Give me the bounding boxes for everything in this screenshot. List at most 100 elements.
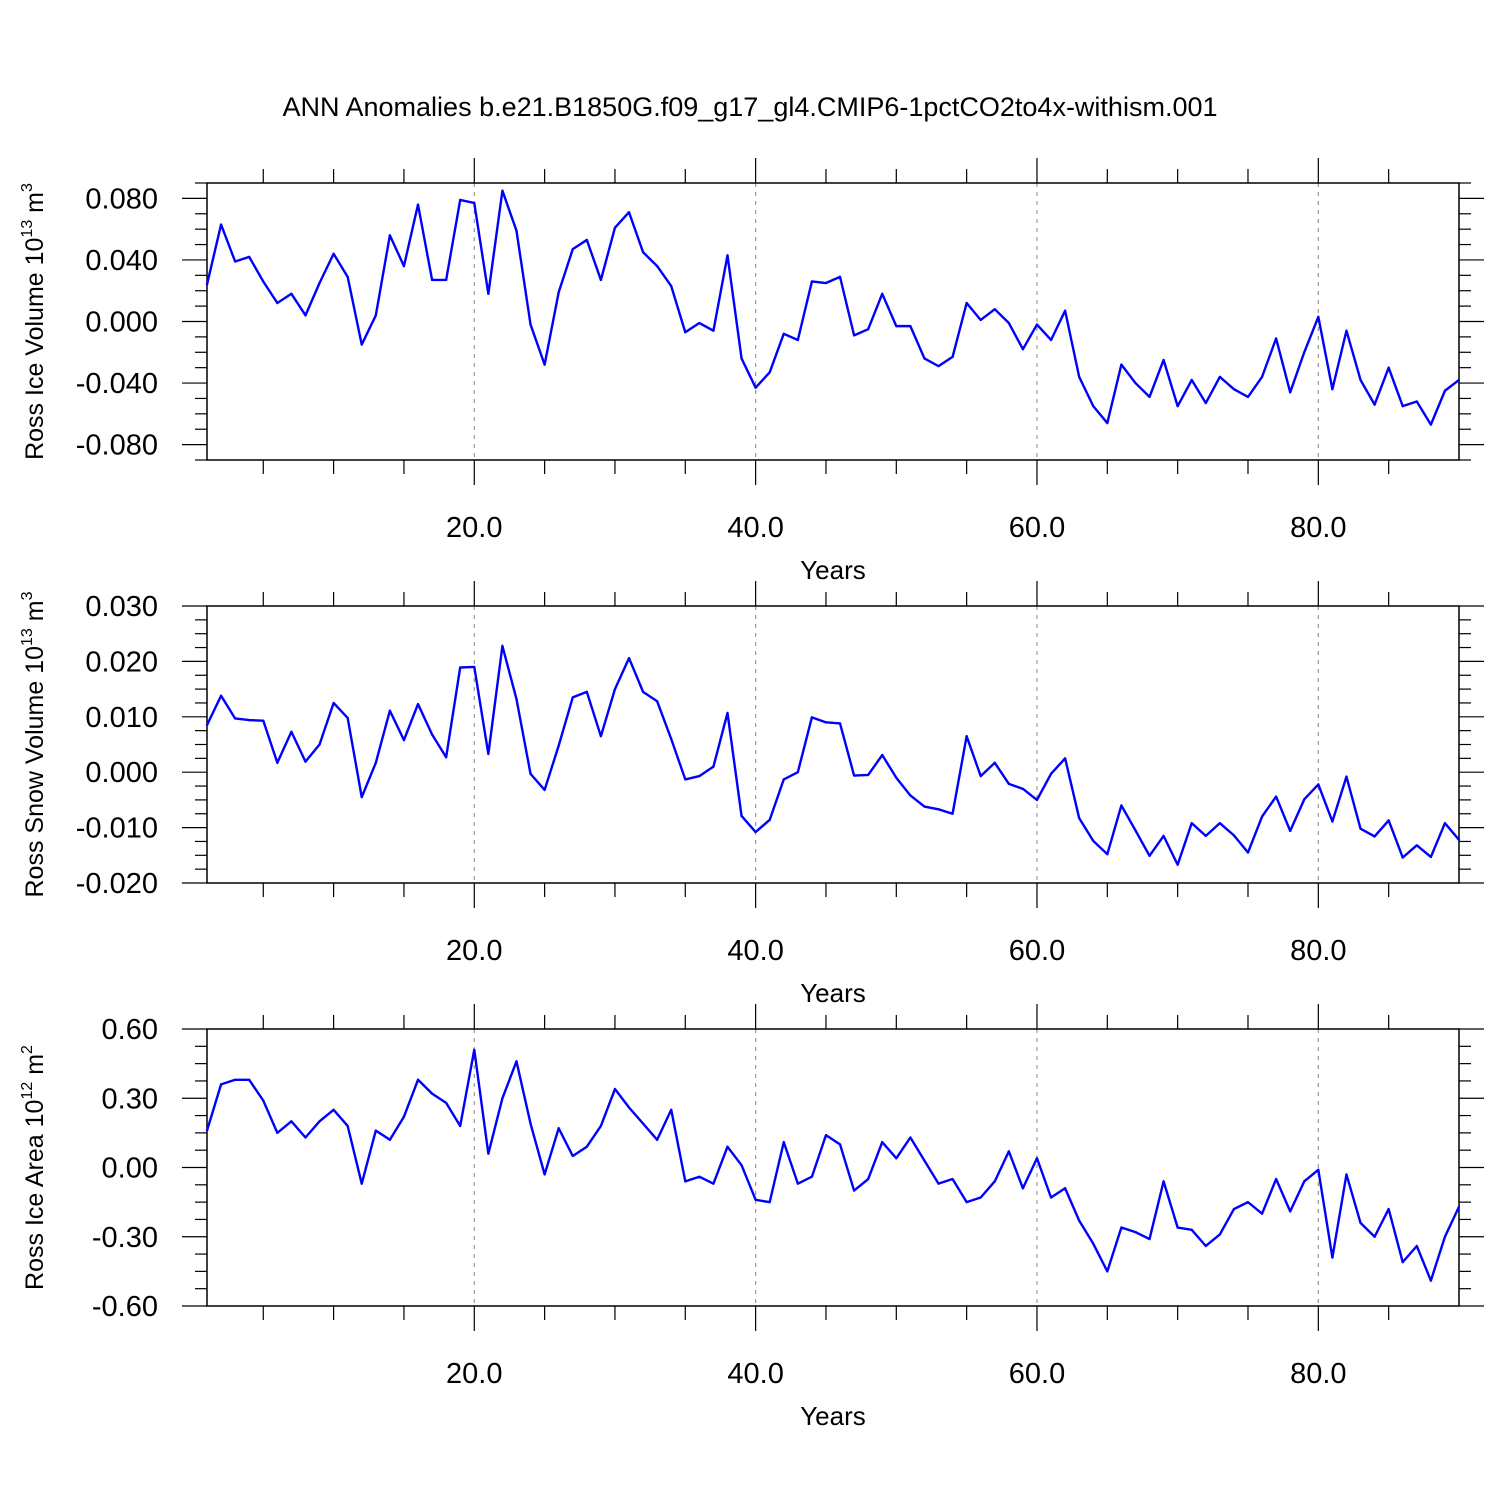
data-point — [1134, 829, 1137, 832]
data-point — [459, 666, 462, 669]
data-point — [473, 201, 476, 205]
x-tick-label: 60.0 — [1009, 935, 1065, 967]
data-point — [1092, 405, 1095, 408]
data-point — [754, 830, 757, 834]
data-point — [1078, 375, 1081, 378]
x-tick-label: 40.0 — [727, 935, 783, 967]
y-axis-label-unit-exponent: 2 — [19, 1045, 36, 1054]
data-point — [374, 761, 377, 764]
data-point — [1401, 856, 1404, 859]
y-axis-label-base: Ross Snow Volume 10 — [21, 646, 49, 898]
data-point — [1345, 329, 1348, 332]
data-point — [754, 386, 757, 389]
data-point — [1232, 834, 1236, 837]
data-point — [1331, 1256, 1334, 1259]
y-axis-label-exponent: 13 — [19, 628, 36, 646]
data-point — [909, 325, 912, 328]
y-axis-label-exponent: 13 — [19, 220, 36, 238]
data-point — [1303, 1180, 1306, 1183]
data-point — [430, 278, 434, 282]
data-point — [1429, 423, 1432, 426]
data-point — [810, 280, 813, 283]
data-point — [712, 1182, 715, 1185]
data-point — [1345, 1173, 1348, 1176]
data-point — [543, 363, 546, 366]
y-axis-label-base: Ross Ice Area 10 — [21, 1100, 49, 1290]
data-point — [1359, 1221, 1362, 1224]
x-tick-label: 20.0 — [446, 1358, 502, 1390]
data-point — [824, 1134, 828, 1137]
data-point — [219, 223, 223, 226]
data-point — [613, 688, 617, 691]
data-point — [1387, 819, 1390, 822]
data-point — [1289, 391, 1292, 394]
y-tick-label: 0.000 — [85, 757, 158, 789]
data-point — [515, 1060, 518, 1063]
data-point — [445, 1101, 448, 1104]
data-point — [402, 1115, 406, 1118]
data-point — [515, 229, 518, 232]
data-point — [557, 744, 560, 747]
panel-ross-snow-volume: 0.030 0.020 0.010 0.000 -0.010 -0.020 20.0 40.0… — [19, 581, 1484, 1008]
x-tick-label: 40.0 — [727, 1358, 783, 1390]
data-point — [1387, 1207, 1390, 1211]
y-tick-label: -0.020 — [76, 868, 158, 900]
data-point — [853, 334, 856, 337]
data-point — [670, 285, 673, 288]
data-point — [1359, 827, 1362, 830]
data-point — [965, 301, 968, 305]
data-point — [1148, 1237, 1151, 1241]
data-point — [473, 665, 476, 669]
y-tick-label: 0.040 — [85, 245, 158, 277]
data-point — [248, 1078, 251, 1081]
data-point — [1120, 1226, 1123, 1229]
data-point — [1457, 1205, 1461, 1208]
data-point — [304, 1136, 307, 1139]
y-axis-label: Ross Ice Volume 1013 m3 — [19, 183, 49, 460]
plot-frame — [206, 182, 1460, 461]
data-point — [670, 737, 673, 741]
data-point — [205, 724, 209, 727]
data-point — [1443, 1235, 1447, 1238]
data-point — [599, 1124, 602, 1128]
data-point — [923, 357, 926, 360]
data-point — [1303, 798, 1306, 801]
data-point — [937, 365, 940, 368]
data-point — [1415, 400, 1418, 403]
data-point — [487, 292, 490, 295]
data-point — [740, 814, 743, 818]
data-point — [1148, 854, 1151, 857]
data-point — [951, 355, 954, 358]
data-point — [459, 198, 462, 202]
data-point — [276, 761, 279, 764]
y-axis-label-exponent: 12 — [19, 1082, 36, 1100]
data-point — [501, 189, 504, 192]
data-point — [585, 690, 588, 693]
y-tick-label: 0.000 — [85, 307, 158, 339]
data-point — [248, 719, 251, 722]
data-point — [332, 1108, 335, 1111]
y-tick-label: 0.020 — [85, 646, 158, 678]
data-point — [360, 343, 363, 346]
chart-title: ANN Anomalies b.e21.B1850G.f09_g17_gl4.C… — [282, 92, 1218, 122]
data-point — [923, 1159, 926, 1162]
data-point — [388, 234, 391, 237]
data-point — [1064, 757, 1067, 760]
data-point — [1317, 783, 1320, 786]
data-point — [768, 371, 771, 374]
y-tick-label: 0.60 — [102, 1014, 158, 1046]
data-point — [1021, 787, 1025, 790]
series-line — [205, 644, 1460, 866]
data-point — [360, 796, 363, 799]
data-point — [599, 278, 602, 282]
data-point — [1457, 838, 1461, 841]
x-axis-label: Years — [800, 978, 866, 1008]
data-point — [684, 778, 687, 781]
x-tick-label: 20.0 — [446, 935, 502, 967]
data-point — [993, 761, 996, 764]
data-point — [1120, 363, 1123, 366]
data-point — [1260, 375, 1264, 378]
data-point — [1443, 389, 1447, 392]
data-point — [881, 753, 884, 757]
